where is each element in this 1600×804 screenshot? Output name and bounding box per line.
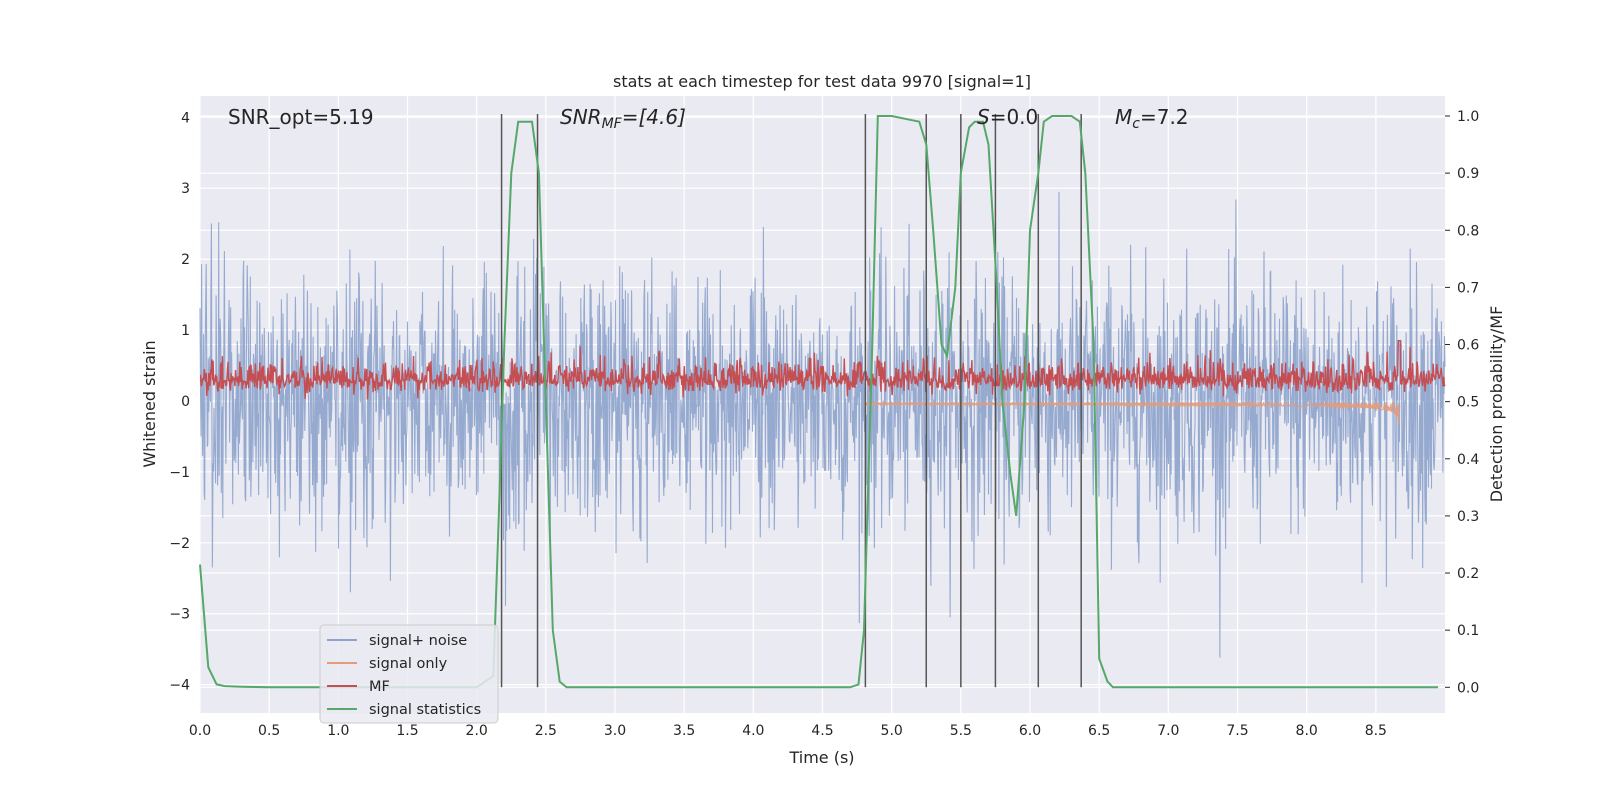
y2-tick-label: 0.8 <box>1457 223 1479 239</box>
y-tick-label: −3 <box>169 607 190 623</box>
series-signal-statistics <box>199 115 1439 689</box>
y-tick-label: 3 <box>181 181 190 197</box>
y-tick-label: 1 <box>181 323 190 339</box>
x-tick-label: 5.0 <box>881 723 903 739</box>
y2-tick-label: 0.7 <box>1457 280 1479 296</box>
legend-label-signal-only: signal only <box>369 656 448 672</box>
y-axis-label: Whitened strain <box>140 340 159 467</box>
legend: signal+ noise signal only MF signal stat… <box>319 624 499 724</box>
x-tick-label: 2.0 <box>466 723 488 739</box>
series-mf <box>199 340 1446 400</box>
mc-main: M <box>1115 105 1132 129</box>
annotation-mc: Mc=7.2 <box>1115 105 1189 132</box>
y2-tick-label: 0.6 <box>1457 338 1479 354</box>
annotation-snr-opt: SNR_opt=5.19 <box>228 105 374 129</box>
y-tick-label: −2 <box>169 536 190 552</box>
signal-only-line <box>863 400 1400 425</box>
legend-label-signal-statistics: signal statistics <box>369 702 481 718</box>
x-tick-label: 4.5 <box>811 723 833 739</box>
y2-tick-label: 0.0 <box>1457 680 1479 696</box>
s-tail: =0.0 <box>990 105 1039 129</box>
snr-mf-main: SNR <box>560 105 602 129</box>
y-tick-label: −4 <box>169 678 190 694</box>
snr-mf-tail: =[4.6] <box>622 105 686 129</box>
x-tick-label: 8.5 <box>1365 723 1387 739</box>
signal-statistics-line <box>199 115 1439 689</box>
y-tick-label: 2 <box>181 252 190 268</box>
x-tick-label: 3.5 <box>673 723 695 739</box>
y2-axis-label: Detection probability/MF <box>1487 306 1506 503</box>
tick-labels: 0.0 0.5 1.0 1.5 2.0 2.5 3.0 3.5 4.0 4.5 5.0 5.5 6.0 6… <box>169 109 1479 739</box>
y2-tick-label: 0.1 <box>1457 623 1479 639</box>
annotation-snr-mf: SNRMF=[4.6] <box>560 105 686 132</box>
x-tick-label: 1.5 <box>396 723 418 739</box>
y2-tick-label: 0.3 <box>1457 509 1479 525</box>
x-tick-label: 6.5 <box>1088 723 1110 739</box>
legend-box <box>319 624 499 724</box>
y-tick-label: 4 <box>181 110 190 126</box>
legend-label-signal-noise: signal+ noise <box>369 633 467 649</box>
x-tick-label: 7.5 <box>1226 723 1248 739</box>
x-tick-label: 3.0 <box>604 723 626 739</box>
s-main: S <box>977 105 990 129</box>
x-tick-label: 4.0 <box>742 723 764 739</box>
y2-tick-label: 0.2 <box>1457 566 1479 582</box>
x-tick-label: 0.5 <box>258 723 280 739</box>
annotation-s: S=0.0 <box>977 105 1038 129</box>
y2-tick-label: 0.5 <box>1457 395 1479 411</box>
y2-tick-label: 0.9 <box>1457 166 1479 182</box>
mf-line <box>199 340 1446 400</box>
x-tick-label: 1.0 <box>327 723 349 739</box>
y2-tick-label: 1.0 <box>1457 109 1479 125</box>
x-tick-label: 7.0 <box>1157 723 1179 739</box>
x-tick-label: 0.0 <box>189 723 211 739</box>
mc-sub: c <box>1132 116 1140 132</box>
y-tick-label: 0 <box>181 394 190 410</box>
snr-mf-sub: MF <box>602 116 623 132</box>
x-tick-label: 2.5 <box>535 723 557 739</box>
y2-tick-label: 0.4 <box>1457 452 1479 468</box>
y-tick-label: −1 <box>169 465 190 481</box>
chart-title: stats at each timestep for test data 997… <box>613 72 1031 91</box>
x-tick-label: 5.5 <box>950 723 972 739</box>
mc-tail: =7.2 <box>1140 105 1189 129</box>
x-tick-label: 8.0 <box>1296 723 1318 739</box>
series-signal-only <box>863 400 1400 425</box>
x-axis-label: Time (s) <box>788 748 854 767</box>
legend-label-mf: MF <box>369 679 390 695</box>
x-tick-label: 6.0 <box>1019 723 1041 739</box>
